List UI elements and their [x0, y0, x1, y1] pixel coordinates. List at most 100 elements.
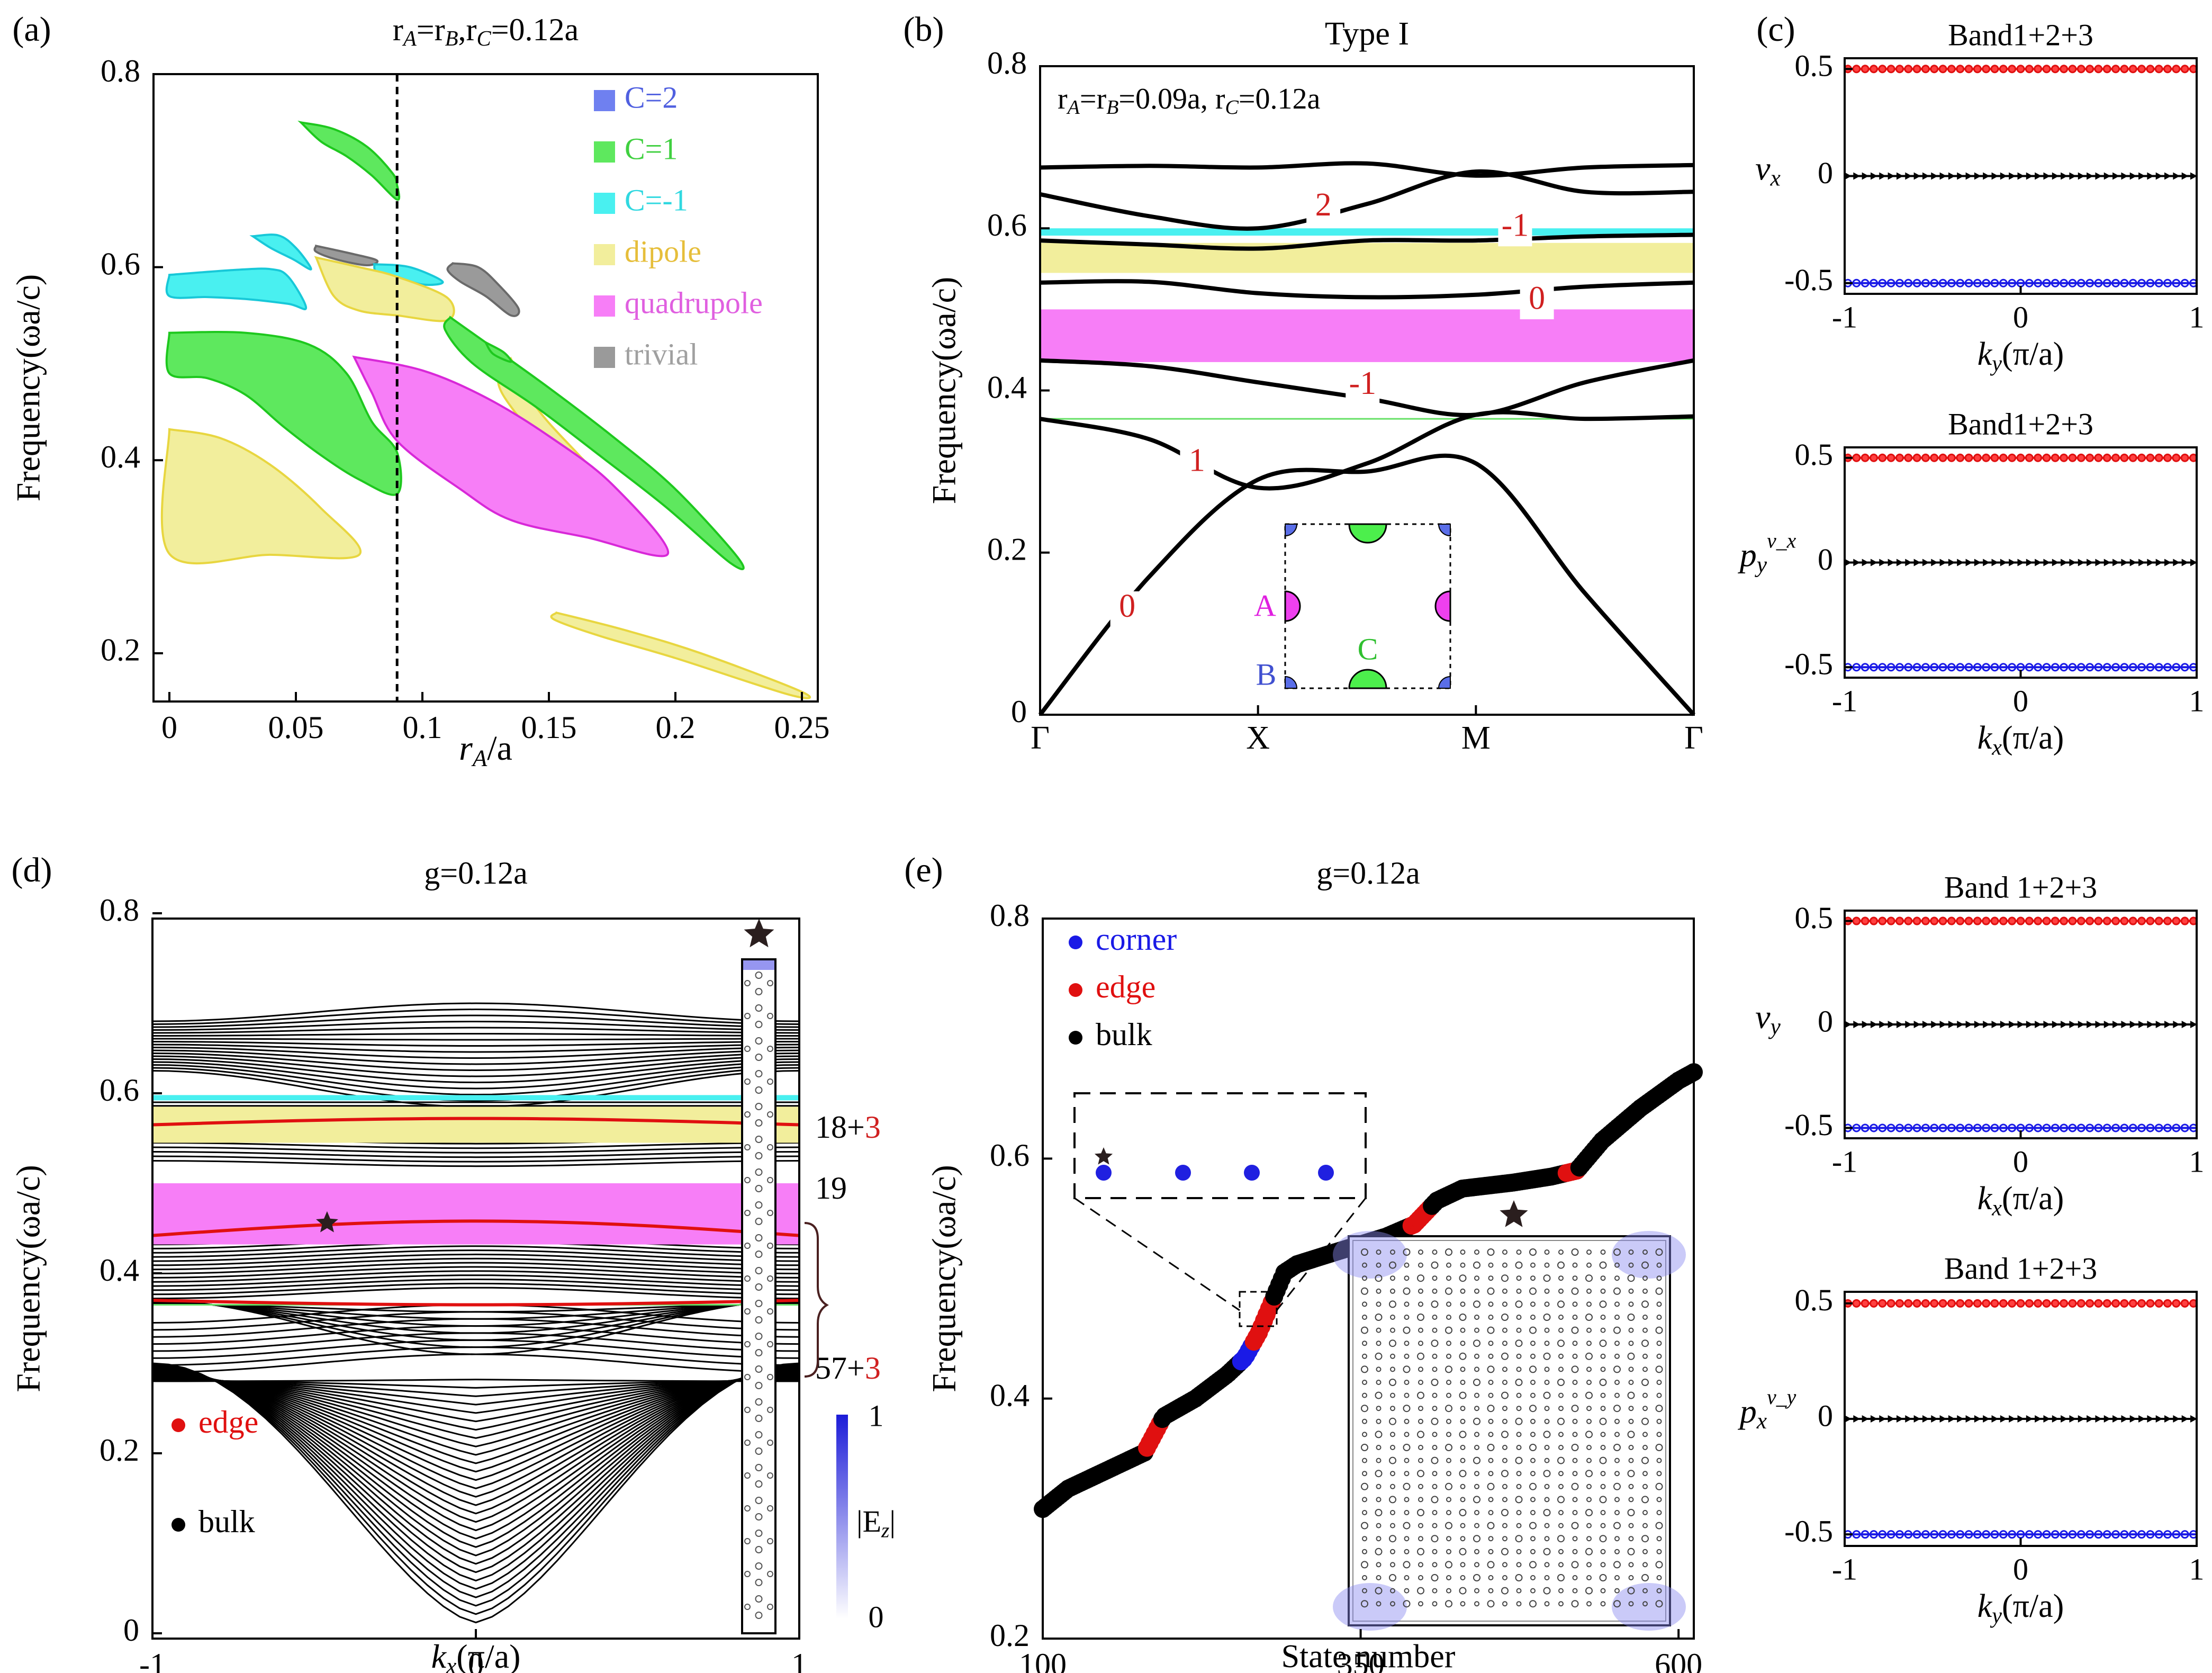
polarization-markers	[1844, 453, 2198, 462]
marker-point	[2085, 663, 2094, 672]
marker-point	[1886, 278, 1895, 287]
gap-label-bg	[1520, 283, 1554, 320]
y-tick-label: 0.6	[990, 1138, 1030, 1173]
lattice-site	[1376, 1601, 1382, 1607]
lattice-site	[1600, 1432, 1606, 1437]
lattice-site	[1642, 1510, 1648, 1515]
lattice-site	[1613, 1522, 1621, 1530]
lattice-site	[1558, 1353, 1564, 1359]
marker-point	[2129, 172, 2137, 180]
marker-point	[2112, 1021, 2120, 1028]
lattice-site	[1362, 1380, 1367, 1385]
x-tick-label: 1	[2189, 1552, 2205, 1586]
lattice-site	[1502, 1483, 1507, 1489]
marker-point	[2008, 278, 2017, 287]
lattice-site	[1488, 1497, 1494, 1503]
lattice-site	[744, 1275, 751, 1282]
marker-point	[1983, 1021, 1990, 1028]
lattice-site	[1530, 1549, 1536, 1554]
k-point-label: Γ	[1031, 720, 1050, 756]
lattice-site	[755, 1562, 763, 1570]
lattice-site	[1530, 1341, 1536, 1346]
bulk-band-line	[152, 1371, 799, 1506]
marker-point	[2060, 1299, 2069, 1308]
marker-point	[2026, 172, 2033, 180]
lattice-site	[1586, 1301, 1592, 1307]
marker-point	[2190, 559, 2197, 566]
x-tick-label: -1	[1832, 683, 1857, 718]
marker-point	[1852, 278, 1861, 287]
bulk-band-line	[152, 1325, 799, 1345]
lattice-site	[744, 1374, 751, 1380]
lattice-site	[1502, 1497, 1507, 1503]
lattice-site	[1544, 1523, 1550, 1528]
marker-point	[2180, 453, 2189, 462]
marker-point	[2172, 1299, 2181, 1308]
marker-point	[2173, 559, 2180, 566]
bulk-band-line	[152, 1367, 799, 1557]
marker-point	[2076, 663, 2085, 672]
marker-point	[1939, 1021, 1947, 1028]
lattice-site	[1641, 1456, 1649, 1464]
marker-point	[1956, 1299, 1965, 1308]
lattice-site	[1613, 1365, 1621, 1373]
bulk-band-line	[152, 1049, 799, 1065]
marker-point	[1912, 453, 1921, 462]
lattice-site	[1656, 1536, 1662, 1542]
marker-point	[1895, 916, 1904, 925]
phase-region-trivial	[313, 245, 379, 267]
lattice-site	[755, 1267, 763, 1274]
marker-point	[2042, 453, 2051, 462]
marker-point	[1991, 1021, 1999, 1028]
lattice-site	[1571, 1365, 1579, 1373]
lattice-site	[1375, 1509, 1383, 1516]
lattice-site	[755, 988, 763, 995]
lattice-site	[1404, 1536, 1410, 1542]
lattice-site	[1431, 1300, 1439, 1308]
lattice-site	[1642, 1432, 1648, 1437]
lattice-site	[1390, 1353, 1395, 1359]
lattice-site	[1530, 1301, 1536, 1307]
lattice-site	[1432, 1588, 1438, 1594]
marker-point	[2154, 1123, 2163, 1132]
lattice-site	[1516, 1432, 1522, 1437]
lattice-site	[1460, 1601, 1466, 1607]
bulk-band-line	[152, 1376, 799, 1439]
lattice-site	[1417, 1548, 1424, 1555]
gap-chern-label: 2	[1315, 187, 1332, 223]
marker-point	[2061, 1021, 2068, 1028]
lattice-site	[1641, 1535, 1649, 1543]
lattice-site	[1530, 1575, 1536, 1580]
marker-point	[2129, 1021, 2137, 1028]
marker-point	[2103, 1021, 2111, 1028]
marker-point	[1990, 1123, 1999, 1132]
bulk-band-line	[152, 1379, 799, 1382]
lattice-site	[1586, 1327, 1592, 1333]
marker-point	[2121, 1021, 2128, 1028]
lattice-site	[1572, 1301, 1578, 1307]
marker-point	[1931, 1415, 1938, 1423]
marker-point	[1947, 453, 1956, 462]
y-tick-label: -0.5	[1784, 263, 1833, 297]
lattice-site	[1544, 1366, 1550, 1372]
marker-point	[2069, 172, 2076, 180]
marker-point	[2051, 1530, 2060, 1539]
lattice-site	[1600, 1445, 1606, 1450]
marker-point	[1888, 172, 1895, 180]
lattice-site	[755, 1086, 763, 1094]
lattice-site	[1460, 1523, 1466, 1528]
marker-point	[2043, 1415, 2051, 1423]
lattice-site	[1362, 1549, 1367, 1554]
lattice-site	[1446, 1549, 1451, 1554]
marker-point	[1973, 916, 1982, 925]
lattice-site	[1516, 1601, 1522, 1607]
lattice-site	[1558, 1315, 1564, 1320]
lattice-site	[1488, 1588, 1494, 1594]
lattice-site	[1460, 1575, 1466, 1580]
marker-point	[1964, 1530, 1973, 1539]
marker-point	[2061, 1415, 2068, 1423]
lattice-site	[1557, 1379, 1565, 1386]
marker-point	[1886, 916, 1895, 925]
x-tick-label: 0.15	[521, 710, 577, 745]
marker-point	[1991, 559, 1999, 566]
